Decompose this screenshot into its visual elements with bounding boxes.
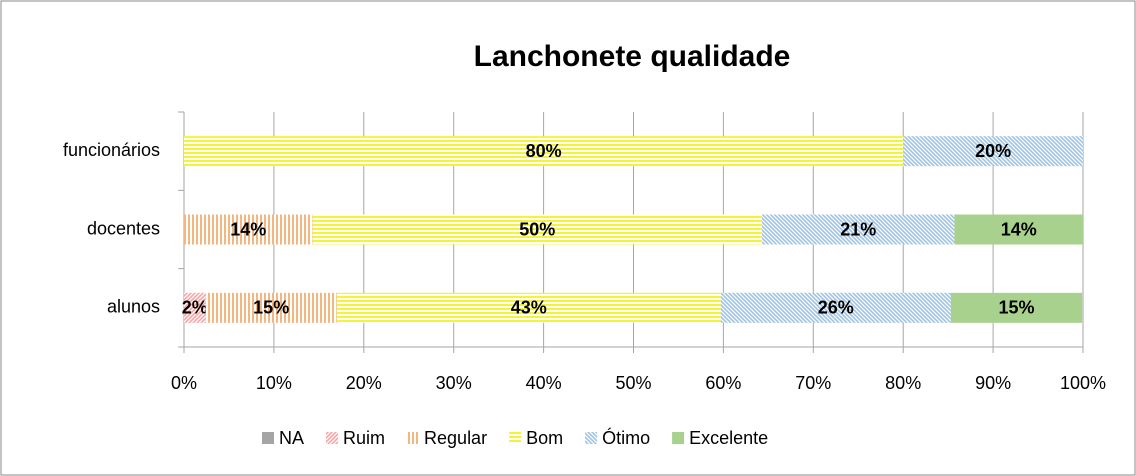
x-tick-label: 60%: [705, 373, 741, 393]
bar-segment: [312, 214, 763, 245]
bar-segment: [336, 292, 721, 323]
x-tick-label: 50%: [615, 373, 651, 393]
x-tick-label: 0%: [171, 373, 197, 393]
legend-label: Ruim: [343, 428, 385, 448]
legend-label: Excelente: [689, 428, 768, 448]
x-tick-label: 20%: [346, 373, 382, 393]
data-label: 2%: [182, 298, 208, 318]
legend-swatch: [262, 432, 274, 444]
x-tick-label: 30%: [436, 373, 472, 393]
x-tick-label: 90%: [975, 373, 1011, 393]
data-label: 43%: [511, 298, 547, 318]
legend-swatch: [672, 432, 685, 444]
data-label: 50%: [519, 219, 555, 239]
y-tick-label: docentes: [87, 218, 160, 238]
legend-label: Ótimo: [602, 427, 650, 448]
data-label: 14%: [1001, 219, 1037, 239]
bar-segment: [954, 214, 1083, 245]
data-label: 80%: [526, 141, 562, 161]
legend-swatch: [326, 432, 339, 444]
legend-label: NA: [279, 428, 304, 448]
legend-swatch: [407, 432, 420, 444]
legend-swatch: [585, 432, 598, 444]
legend-label: Bom: [526, 428, 563, 448]
legend-label: Regular: [424, 428, 487, 448]
bar-segment: [205, 292, 337, 323]
bar-segment: [950, 292, 1083, 323]
data-label: 20%: [975, 141, 1011, 161]
bar-segment: [903, 136, 1083, 167]
y-tick-label: funcionários: [63, 140, 160, 160]
x-tick-label: 40%: [526, 373, 562, 393]
bar-segment: [762, 214, 955, 245]
data-label: 21%: [840, 219, 876, 239]
bar-segment: [184, 136, 904, 167]
x-tick-label: 80%: [885, 373, 921, 393]
x-tick-label: 100%: [1060, 373, 1106, 393]
legend-swatch: [509, 432, 522, 444]
data-label: 14%: [230, 219, 266, 239]
x-tick-label: 10%: [256, 373, 292, 393]
bar-segment: [184, 214, 313, 245]
chart-title: Lanchonete qualidade: [474, 40, 791, 73]
data-label: 15%: [998, 298, 1034, 318]
y-tick-label: alunos: [107, 297, 160, 317]
data-label: 26%: [818, 298, 854, 318]
bar-segment: [184, 292, 206, 323]
bar-segment: [720, 292, 951, 323]
x-tick-label: 70%: [795, 373, 831, 393]
data-label: 15%: [253, 298, 289, 318]
